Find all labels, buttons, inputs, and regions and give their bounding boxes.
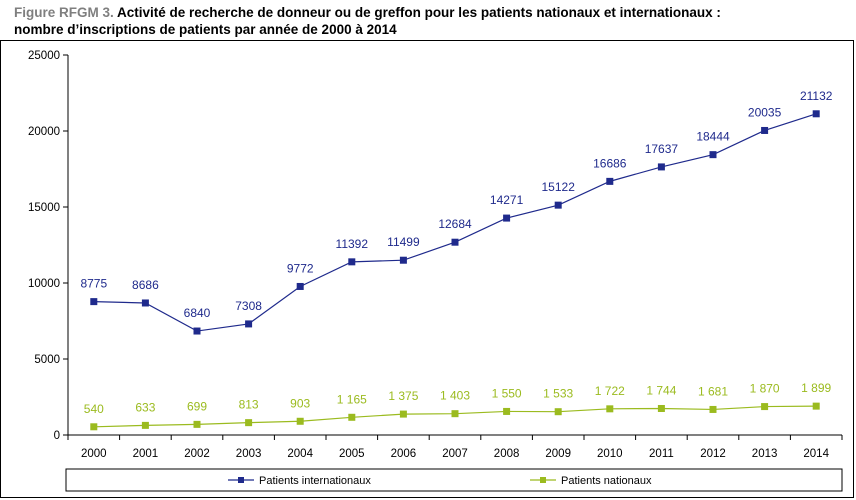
data-label: 813 bbox=[239, 398, 259, 412]
data-point bbox=[90, 298, 98, 306]
data-label: 20035 bbox=[748, 105, 782, 119]
data-label: 1 165 bbox=[337, 392, 367, 406]
data-label: 14271 bbox=[490, 193, 524, 207]
data-label: 1 744 bbox=[646, 383, 676, 397]
data-point bbox=[399, 410, 407, 418]
series-layer: 8775 8686 6840 7308 9772 11392 11499 12684 14271… bbox=[80, 89, 833, 431]
data-label: 1 550 bbox=[492, 386, 522, 400]
figure-number: Figure RFGM 3. bbox=[14, 5, 114, 20]
data-point bbox=[503, 407, 511, 415]
x-tick-label: 2002 bbox=[184, 448, 210, 460]
data-label: 9772 bbox=[287, 261, 314, 275]
data-label: 6840 bbox=[184, 306, 211, 320]
data-label: 1 375 bbox=[388, 389, 418, 403]
data-point bbox=[90, 423, 98, 431]
legend-marker bbox=[238, 477, 244, 483]
data-point bbox=[606, 405, 614, 413]
data-label: 8775 bbox=[80, 277, 107, 291]
title-line-2: nombre d’inscriptions de patients par an… bbox=[14, 22, 397, 37]
x-tick-label: 2007 bbox=[442, 448, 468, 460]
data-point bbox=[761, 403, 769, 411]
y-tick-label: 10000 bbox=[28, 278, 60, 290]
data-point bbox=[451, 410, 459, 418]
axes: 0 5000 10000 15000 20000 25000 2000 2001 2002 200… bbox=[28, 50, 843, 460]
data-point bbox=[348, 258, 356, 266]
data-label: 699 bbox=[187, 399, 207, 413]
data-point bbox=[141, 299, 149, 307]
y-tick-label: 0 bbox=[54, 430, 60, 442]
data-point bbox=[709, 151, 717, 159]
data-point bbox=[761, 126, 769, 134]
x-tick-label: 2012 bbox=[700, 448, 726, 460]
data-point bbox=[296, 417, 304, 425]
data-label: 1 533 bbox=[543, 387, 573, 401]
data-point bbox=[812, 402, 820, 410]
data-label: 1 403 bbox=[440, 389, 470, 403]
x-tick-label: 2000 bbox=[81, 448, 107, 460]
data-label: 540 bbox=[84, 402, 104, 416]
x-tick-label: 2003 bbox=[236, 448, 262, 460]
data-point bbox=[141, 421, 149, 429]
x-tick-label: 2014 bbox=[803, 448, 829, 460]
data-point bbox=[451, 238, 459, 246]
data-label: 16686 bbox=[593, 156, 627, 170]
chart-frame bbox=[0, 40, 854, 498]
legend-box bbox=[65, 468, 843, 492]
x-tick-label: 2006 bbox=[391, 448, 417, 460]
x-tick-label: 2008 bbox=[494, 448, 520, 460]
y-tick-label: 25000 bbox=[28, 50, 60, 62]
data-point bbox=[399, 256, 407, 264]
data-label: 17637 bbox=[645, 142, 679, 156]
chart-title: Figure RFGM 3. Activité de recherche de … bbox=[14, 4, 844, 38]
legend-marker bbox=[540, 477, 546, 483]
data-point bbox=[657, 404, 665, 412]
x-tick-label: 2010 bbox=[597, 448, 623, 460]
y-tick-label: 15000 bbox=[28, 202, 60, 214]
data-label: 1 899 bbox=[801, 381, 831, 395]
x-tick-label: 2011 bbox=[649, 448, 674, 460]
title-line-1: Activité de recherche de donneur ou de g… bbox=[113, 5, 721, 20]
data-point bbox=[503, 214, 511, 222]
data-point bbox=[709, 405, 717, 413]
data-point bbox=[812, 110, 820, 118]
data-label: 903 bbox=[290, 396, 310, 410]
y-tick-label: 20000 bbox=[28, 126, 60, 138]
data-point bbox=[245, 320, 253, 328]
data-label: 1 681 bbox=[698, 384, 728, 398]
x-tick-label: 2005 bbox=[339, 448, 365, 460]
data-label: 11499 bbox=[387, 235, 420, 249]
data-label: 12684 bbox=[438, 217, 472, 231]
legend: Patients internationaux Patients nationau… bbox=[65, 468, 843, 492]
data-point bbox=[193, 420, 201, 428]
data-label: 7308 bbox=[235, 299, 262, 313]
y-tick-label: 5000 bbox=[34, 354, 60, 366]
legend-label: Patients internationaux bbox=[259, 475, 371, 487]
data-point bbox=[193, 327, 201, 335]
data-point bbox=[554, 201, 562, 209]
data-point bbox=[245, 419, 253, 427]
data-label: 633 bbox=[135, 400, 155, 414]
data-label: 1 870 bbox=[750, 382, 780, 396]
data-point bbox=[657, 163, 665, 171]
x-tick-label: 2013 bbox=[752, 448, 778, 460]
data-point bbox=[296, 282, 304, 290]
data-label: 8686 bbox=[132, 278, 159, 292]
data-label: 15122 bbox=[542, 180, 576, 194]
series-patients-internationaux: 8775 8686 6840 7308 9772 11392 11499 12684 14271… bbox=[80, 89, 833, 335]
x-tick-label: 2009 bbox=[545, 448, 571, 460]
x-tick-label: 2004 bbox=[287, 448, 313, 460]
x-tick-label: 2001 bbox=[133, 448, 159, 460]
data-label: 18444 bbox=[696, 130, 730, 144]
series-patients-nationaux: 540 633 699 813 903 1 165 1 375 1 403 1 550 1 533… bbox=[84, 381, 832, 431]
legend-label: Patients nationaux bbox=[561, 475, 652, 487]
data-label: 1 722 bbox=[595, 384, 625, 398]
data-point bbox=[348, 413, 356, 421]
data-point bbox=[554, 408, 562, 416]
data-point bbox=[606, 177, 614, 185]
data-label: 21132 bbox=[800, 89, 833, 103]
data-label: 11392 bbox=[336, 237, 369, 251]
